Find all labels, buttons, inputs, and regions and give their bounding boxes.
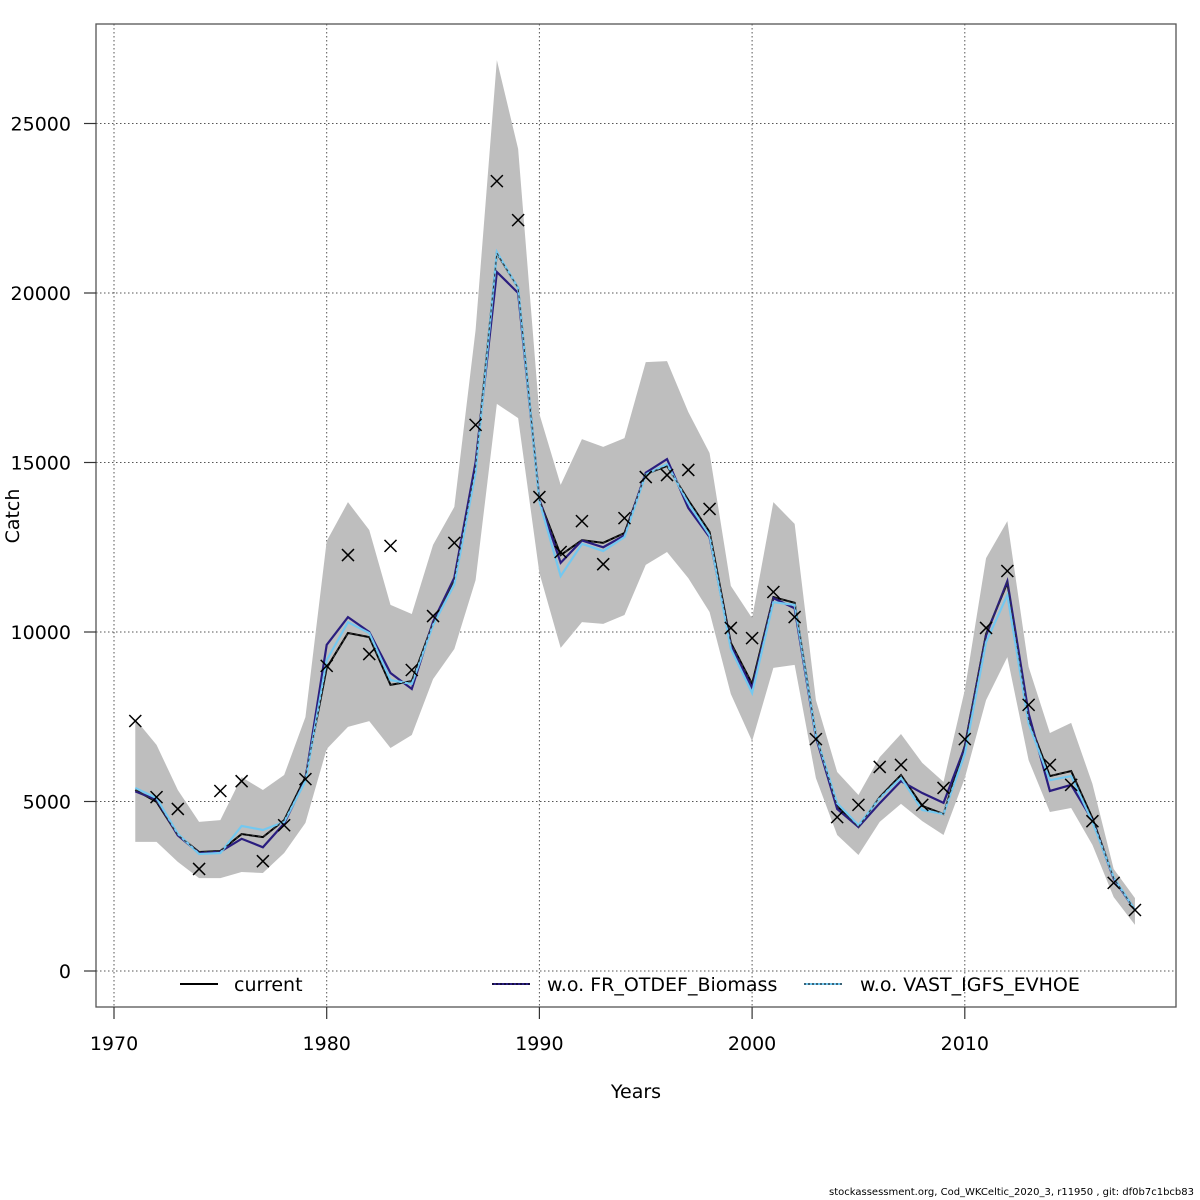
observed-point-1976 bbox=[235, 774, 249, 788]
observed-point-2012 bbox=[1000, 564, 1014, 578]
confidence-band-layer bbox=[135, 60, 1135, 925]
observed-point-1983 bbox=[383, 539, 398, 553]
observed-point-1998 bbox=[703, 502, 717, 516]
y-tick-label: 15000 bbox=[11, 453, 71, 475]
observed-point-2008 bbox=[915, 798, 929, 812]
observed-point-2000 bbox=[745, 631, 759, 645]
legend-label-vast: w.o. VAST_IGFS_EVHOE bbox=[860, 974, 1080, 996]
observed-point-2016 bbox=[1085, 814, 1099, 828]
observed-point-2015 bbox=[1064, 778, 1078, 792]
observed-point-1987 bbox=[469, 418, 483, 432]
observed-point-2001 bbox=[766, 585, 780, 599]
observed-point-1982 bbox=[362, 647, 376, 661]
legend: current w.o. FR_OTDEF_Biomass w.o. VAST_… bbox=[180, 974, 1080, 996]
observed-point-1977 bbox=[256, 854, 270, 868]
observed-point-1975 bbox=[213, 784, 227, 798]
observed-point-2011 bbox=[979, 621, 993, 635]
observed-point-2005 bbox=[851, 798, 865, 812]
observed-point-2002 bbox=[788, 610, 802, 624]
x-axis: 1970 1980 1990 2000 2010 bbox=[90, 1007, 989, 1055]
observed-point-1992 bbox=[575, 514, 589, 528]
observed-point-1999 bbox=[724, 621, 738, 635]
legend-label-fr-otdef: w.o. FR_OTDEF_Biomass bbox=[547, 974, 777, 996]
observed-point-1979 bbox=[298, 772, 312, 786]
observed-point-1974 bbox=[192, 862, 206, 876]
y-axis-title: Catch bbox=[2, 489, 24, 544]
y-axis: 0 5000 10000 15000 20000 25000 bbox=[11, 114, 96, 983]
observed-point-2007 bbox=[894, 758, 908, 772]
observed-point-1972 bbox=[150, 790, 164, 804]
observed-point-2018 bbox=[1128, 903, 1142, 917]
y-tick-label: 10000 bbox=[11, 622, 71, 644]
observed-point-2014 bbox=[1043, 758, 1057, 772]
observed-point-1984 bbox=[405, 663, 419, 677]
observed-point-1980 bbox=[320, 659, 334, 673]
plot-frame bbox=[95, 23, 1177, 1008]
observed-point-1996 bbox=[660, 468, 674, 482]
observed-point-1989 bbox=[511, 213, 525, 227]
observed-point-2017 bbox=[1107, 876, 1121, 890]
x-tick-label: 2000 bbox=[728, 1033, 776, 1055]
footer-credit: stockassessment.org, Cod_WKCeltic_2020_3… bbox=[829, 1187, 1194, 1198]
x-tick-label: 2010 bbox=[941, 1033, 989, 1055]
x-axis-title: Years bbox=[610, 1081, 661, 1103]
observed-point-2004 bbox=[830, 810, 844, 824]
confidence-band bbox=[135, 60, 1135, 925]
x-tick-label: 1990 bbox=[515, 1033, 563, 1055]
y-tick-label: 25000 bbox=[11, 114, 71, 136]
legend-label-current: current bbox=[234, 974, 303, 996]
observed-point-1971 bbox=[128, 714, 142, 728]
observed-point-1993 bbox=[596, 557, 610, 571]
observed-point-1994 bbox=[617, 511, 632, 525]
observed-point-1985 bbox=[426, 609, 440, 623]
y-tick-label: 20000 bbox=[11, 283, 71, 305]
observed-point-1991 bbox=[554, 545, 568, 559]
observed-point-2013 bbox=[1022, 698, 1036, 712]
observed-point-1973 bbox=[171, 802, 185, 816]
observed-points-layer bbox=[128, 174, 1142, 917]
observed-point-2006 bbox=[873, 760, 887, 774]
series-line-current-dash-overlay bbox=[135, 251, 1136, 911]
observed-point-2010 bbox=[958, 732, 972, 746]
x-tick-label: 1980 bbox=[303, 1033, 351, 1055]
observed-point-1995 bbox=[639, 470, 653, 484]
y-tick-label: 0 bbox=[59, 961, 71, 983]
observed-point-1990 bbox=[532, 490, 546, 504]
observed-point-1978 bbox=[277, 818, 291, 832]
y-tick-label: 5000 bbox=[23, 792, 71, 814]
observed-point-2003 bbox=[809, 732, 823, 746]
observed-point-1988 bbox=[490, 174, 504, 188]
observed-point-1997 bbox=[681, 463, 695, 477]
observed-point-1986 bbox=[447, 536, 461, 550]
observed-point-1981 bbox=[341, 548, 355, 562]
observed-point-2009 bbox=[936, 781, 951, 795]
x-tick-label: 1970 bbox=[90, 1033, 138, 1055]
